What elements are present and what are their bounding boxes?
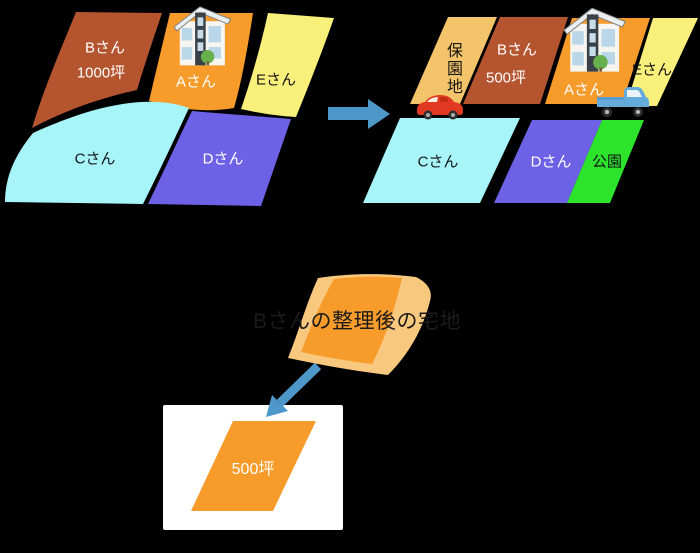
plot-b-after-label: Bさん xyxy=(496,41,538,59)
arrow-right-icon xyxy=(328,99,390,129)
arrow-down-left-icon xyxy=(266,395,288,417)
plot-d-after-label: Dさん xyxy=(530,153,572,171)
truck-icon xyxy=(597,87,649,117)
result-plot-shape xyxy=(191,421,316,511)
plot-c-after-shape xyxy=(363,118,520,203)
plot-e-before-shape xyxy=(241,13,334,117)
reserved-land-label: 保園地 xyxy=(444,42,461,96)
plot-c-before-shape xyxy=(5,101,189,204)
banner-caption: Bさんの整理後の宅地 xyxy=(253,310,462,333)
reserved-land-shape xyxy=(410,17,497,104)
plot-a-before-label: Aさん xyxy=(175,73,217,91)
park-label: 公園 xyxy=(591,153,623,171)
plot-d-before-shape xyxy=(148,111,291,206)
plot-d-after-shape xyxy=(494,120,602,203)
plot-b-after-area: 500坪 xyxy=(485,69,527,87)
plot-e-after-shape xyxy=(626,18,698,106)
plot-b-after-shape xyxy=(463,17,568,104)
plot-e-before-label: Eさん xyxy=(255,71,297,89)
car-icon xyxy=(417,95,463,120)
result-area-label: 500坪 xyxy=(231,461,275,478)
plot-c-before-label: Cさん xyxy=(74,150,116,168)
plot-e-after-label: Eさん xyxy=(631,61,673,79)
park-shape xyxy=(567,120,644,203)
plot-a-after-label: Aさん xyxy=(563,81,605,99)
house-icon xyxy=(563,7,626,73)
banner-inner-shape xyxy=(301,276,402,364)
plot-c-after-label: Cさん xyxy=(417,153,459,171)
plot-b-before-area: 1000坪 xyxy=(76,64,126,82)
plot-d-before-label: Dさん xyxy=(202,150,244,168)
plot-b-before-shape xyxy=(32,12,162,128)
plot-b-before-label: Bさん xyxy=(84,39,126,57)
arrow-down-left-shaft xyxy=(276,362,322,407)
